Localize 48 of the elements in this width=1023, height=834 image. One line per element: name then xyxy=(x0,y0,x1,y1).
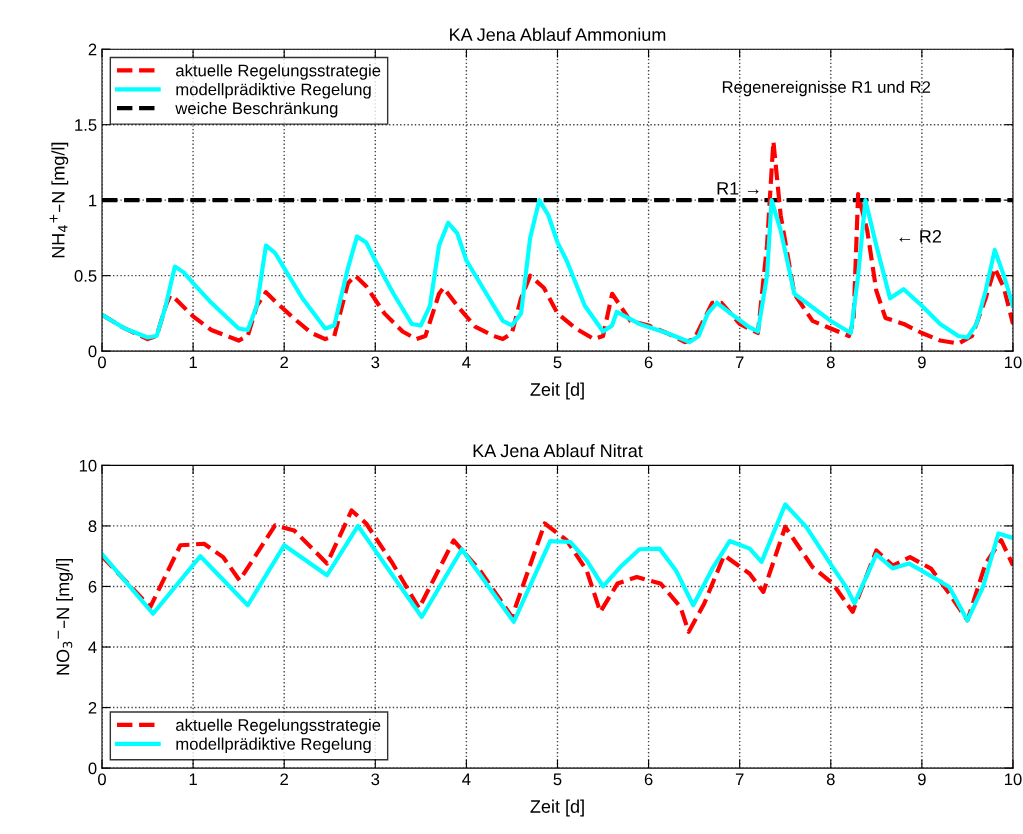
annotation: Regenereignisse R1 und R2 xyxy=(722,80,931,97)
y-tick-label: 1.5 xyxy=(75,119,97,131)
y-tick-label: 4 xyxy=(88,641,97,654)
chart-title: KA Jena Ablauf Nitrat xyxy=(473,443,643,458)
x-tick-label: 0 xyxy=(98,773,106,786)
x-tick-label: 6 xyxy=(644,356,653,369)
chart-title: KA Jena Ablauf Ammonium xyxy=(450,27,666,42)
x-tick-label: 10 xyxy=(1004,773,1022,786)
y-tick-label: 0 xyxy=(88,345,97,358)
x-axis-title: Zeit [d] xyxy=(530,799,584,817)
x-tick-label: 5 xyxy=(553,773,562,786)
legend-label: aktuelle Regelungsstrategie xyxy=(176,718,381,735)
x-tick-label: 2 xyxy=(280,773,288,786)
y-tick-label: 1 xyxy=(89,194,97,207)
y-tick-label: 0.5 xyxy=(74,270,97,282)
y-tick-label: 0 xyxy=(88,762,97,775)
line-series xyxy=(101,198,1013,345)
x-tick-label: 3 xyxy=(371,356,380,369)
x-tick-label: 1 xyxy=(189,356,197,369)
legend-label: modellprädiktive Regelung xyxy=(176,83,371,99)
x-tick-label: 8 xyxy=(826,356,835,369)
x-tick-label: 4 xyxy=(462,356,471,369)
x-tick-label: 0 xyxy=(98,356,106,369)
x-tick-label: 8 xyxy=(826,773,835,786)
y-tick-label: 2 xyxy=(88,43,97,56)
x-tick-label: 4 xyxy=(462,773,471,786)
y-tick-label: 6 xyxy=(88,580,97,593)
y-tick-label: 10 xyxy=(79,459,97,472)
legend-label: modellprädiktive Regelung xyxy=(176,737,371,754)
x-tick-label: 9 xyxy=(918,773,926,786)
x-tick-label: 10 xyxy=(1004,356,1022,369)
x-tick-label: 6 xyxy=(644,773,653,786)
x-tick-label: 2 xyxy=(280,356,288,369)
y-axis-title: NO$_{3}$$^{−}$–N [mg/l] xyxy=(56,558,73,675)
x-tick-label: 5 xyxy=(553,356,562,369)
x-axis-title: Zeit [d] xyxy=(530,382,584,400)
annotation: ← R2 xyxy=(899,229,942,243)
legend-label: aktuelle Regelungsstrategie xyxy=(176,64,381,80)
annotation: R1 → xyxy=(717,182,759,195)
y-tick-label: 8 xyxy=(88,520,97,533)
legend-label: weiche Beschränkung xyxy=(175,101,338,118)
x-tick-label: 9 xyxy=(918,356,926,369)
x-tick-label: 7 xyxy=(735,356,744,369)
x-tick-label: 7 xyxy=(735,773,744,786)
x-tick-label: 1 xyxy=(189,773,197,786)
y-tick-label: 2 xyxy=(88,701,97,714)
y-axis-title: NH$_{4}$$^{+}$–N [mg/l] xyxy=(49,142,69,258)
x-tick-label: 3 xyxy=(371,773,380,786)
